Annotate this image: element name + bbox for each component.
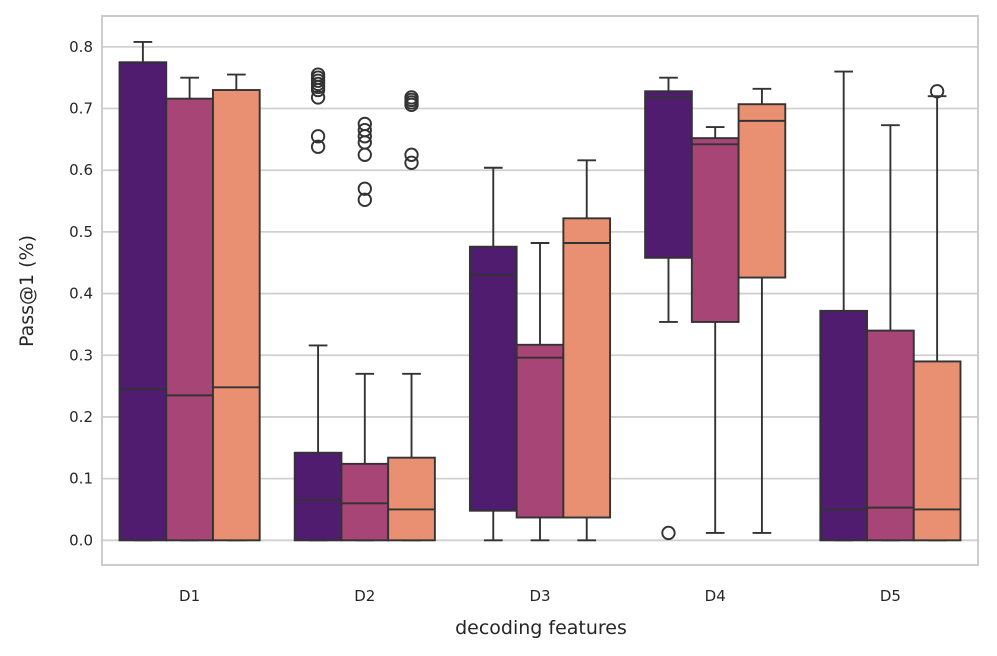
outlier-point — [404, 155, 419, 170]
outlier-point — [357, 129, 372, 144]
box — [562, 217, 612, 519]
box — [644, 90, 693, 259]
box — [212, 89, 261, 542]
y-tick-label: 0.5 — [69, 223, 93, 241]
outlier-point — [404, 147, 419, 162]
box — [690, 137, 740, 323]
y-tick-label: 0.1 — [69, 470, 93, 488]
x-tick-label: D2 — [354, 587, 375, 605]
box — [293, 451, 343, 542]
x-axis-label: decoding features — [455, 617, 627, 639]
outlier-point — [310, 82, 326, 98]
box — [340, 462, 390, 542]
y-tick-label: 0.3 — [69, 346, 93, 364]
plot-frame — [101, 15, 979, 566]
outlier-point — [357, 181, 372, 196]
outlier-point — [404, 97, 419, 112]
box — [468, 245, 518, 512]
outlier-point — [357, 147, 372, 162]
y-tick-label: 0.4 — [69, 285, 93, 303]
outlier-point — [929, 84, 945, 99]
box — [515, 343, 565, 519]
box — [387, 456, 436, 542]
x-tick-label: D3 — [529, 587, 550, 605]
x-tick-label: D4 — [705, 587, 726, 605]
y-tick-label: 0.0 — [69, 531, 93, 549]
y-tick-label: 0.8 — [69, 38, 93, 56]
outlier-point — [661, 525, 676, 541]
box — [165, 97, 214, 542]
box — [737, 103, 787, 279]
y-tick-label: 0.6 — [69, 161, 93, 179]
x-tick-label: D5 — [880, 587, 901, 605]
outlier-point — [357, 192, 372, 207]
y-tick-label: 0.7 — [69, 100, 93, 118]
box — [912, 360, 962, 542]
outlier-point — [310, 139, 326, 154]
y-tick-label: 0.2 — [69, 408, 93, 426]
outlier-point — [310, 90, 326, 105]
box — [819, 309, 868, 542]
box — [118, 61, 168, 542]
outlier-point — [310, 129, 326, 144]
x-tick-label: D1 — [179, 587, 200, 605]
y-axis-label: Pass@1 (%) — [16, 235, 38, 347]
box — [866, 329, 915, 542]
